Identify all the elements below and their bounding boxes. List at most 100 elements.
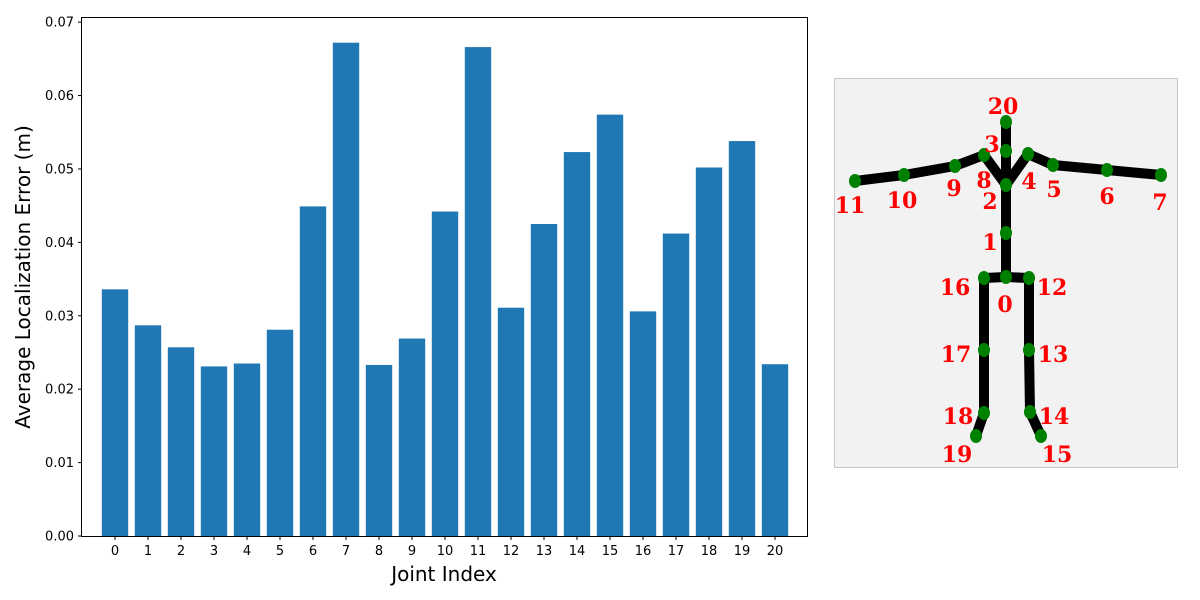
joint-1 (1000, 226, 1012, 240)
bone-9-10 (899, 161, 960, 180)
bone-13-14 (1024, 345, 1035, 417)
x-tick-label: 7 (342, 544, 350, 559)
joint-11 (849, 174, 861, 188)
bar-joint-4 (233, 363, 261, 536)
joint-14 (1024, 405, 1036, 419)
bar-joint-2 (167, 347, 195, 536)
joint-label-8: 8 (976, 168, 991, 194)
joint-5 (1047, 158, 1059, 172)
y-tick-label: 0.03 (45, 309, 74, 324)
bar-joint-10 (431, 211, 459, 536)
plot-frame (81, 17, 808, 537)
bar-joint-17 (662, 233, 690, 537)
joint-label-6: 6 (1099, 184, 1114, 210)
joint-label-13: 13 (1038, 342, 1069, 368)
x-tick-label: 16 (635, 544, 652, 559)
joint-label-14: 14 (1039, 404, 1070, 430)
y-tick-label: 0.07 (45, 16, 74, 31)
bone-6-7 (1102, 165, 1166, 180)
joint-9 (949, 159, 961, 173)
bar-joint-16 (629, 311, 657, 536)
y-tick-label: 0.01 (45, 456, 74, 471)
x-tick-label: 18 (701, 544, 718, 559)
y-axis-label: Average Localization Error (m) (11, 125, 35, 429)
x-tick-label: 5 (276, 544, 284, 559)
x-tick-label: 4 (243, 544, 251, 559)
y-tick-label: 0.02 (45, 383, 74, 398)
bar-joint-12 (497, 307, 525, 536)
joint-12 (1023, 271, 1035, 285)
joint-10 (898, 168, 910, 182)
joint-18 (978, 406, 990, 420)
x-tick-label: 14 (569, 544, 586, 559)
x-tick-label: 17 (668, 544, 685, 559)
joint-8 (978, 148, 990, 162)
x-tick-label: 13 (536, 544, 553, 559)
joint-label-16: 16 (940, 275, 971, 301)
x-tick-label: 6 (309, 544, 317, 559)
x-tick-label: 20 (767, 544, 784, 559)
joint-label-12: 12 (1037, 275, 1068, 301)
bar-joint-13 (530, 224, 558, 536)
bar-joint-7 (332, 42, 360, 537)
x-tick-label: 10 (437, 544, 454, 559)
y-tick-label: 0.04 (45, 236, 74, 251)
x-tick-label: 11 (470, 544, 487, 559)
bar-joint-3 (200, 366, 228, 536)
joint-label-2: 2 (982, 189, 997, 215)
bar-joint-9 (398, 338, 426, 536)
bar-joint-1 (134, 325, 162, 536)
joint-label-15: 15 (1042, 442, 1073, 468)
bar-joint-0 (101, 289, 129, 536)
joint-label-17: 17 (941, 342, 972, 368)
joint-6 (1101, 163, 1113, 177)
x-axis-label: Joint Index (389, 562, 497, 586)
bar-joint-14 (563, 152, 591, 536)
skeleton-diagram-panel: 0 1 2 3 4 5 6 7 8 9 10 11 12 13 14 15 16 17 18 19 20 (834, 78, 1178, 468)
bone-10-11 (850, 170, 909, 186)
bar-joint-15 (596, 114, 624, 536)
joint-17 (978, 343, 990, 357)
joint-label-5: 5 (1046, 177, 1061, 203)
joint-label-19: 19 (942, 442, 973, 468)
bar-joint-5 (266, 329, 294, 536)
joint-3 (1000, 144, 1012, 158)
joint-19 (970, 429, 982, 443)
joint-label-9: 9 (946, 176, 961, 202)
joint-20 (1000, 115, 1012, 129)
joint-label-3: 3 (984, 132, 999, 158)
joint-label-18: 18 (943, 404, 974, 430)
x-tick-label: 19 (734, 544, 751, 559)
joint-13 (1023, 343, 1035, 357)
bone-5-6 (1048, 160, 1112, 175)
joint-0 (1000, 270, 1012, 284)
bar-joint-11 (464, 47, 492, 536)
bar-joint-19 (728, 141, 756, 536)
joint-label-10: 10 (887, 188, 918, 214)
joint-16 (978, 271, 990, 285)
bar-joint-18 (695, 167, 723, 536)
x-tick-label: 8 (375, 544, 383, 559)
joint-label-11: 11 (835, 193, 865, 219)
joint-2 (1000, 178, 1012, 192)
bar-joint-6 (299, 206, 327, 536)
y-tick-label: 0.00 (45, 530, 74, 545)
x-tick-label: 9 (408, 544, 416, 559)
joint-label-20: 20 (988, 94, 1019, 120)
joint-15 (1035, 429, 1047, 443)
x-tick-label: 2 (177, 544, 185, 559)
joint-label-0: 0 (997, 292, 1012, 318)
bar-joint-8 (365, 364, 393, 536)
x-tick-label: 1 (144, 544, 152, 559)
x-tick-label: 15 (602, 544, 619, 559)
y-tick-label: 0.05 (45, 162, 74, 177)
joint-label-1: 1 (982, 230, 997, 256)
bar-joint-20 (761, 364, 789, 536)
y-tick-label: 0.06 (45, 89, 74, 104)
joint-label-4: 4 (1021, 169, 1036, 195)
x-tick-label: 0 (111, 544, 119, 559)
joint-label-7: 7 (1152, 190, 1167, 216)
x-tick-label: 12 (503, 544, 520, 559)
